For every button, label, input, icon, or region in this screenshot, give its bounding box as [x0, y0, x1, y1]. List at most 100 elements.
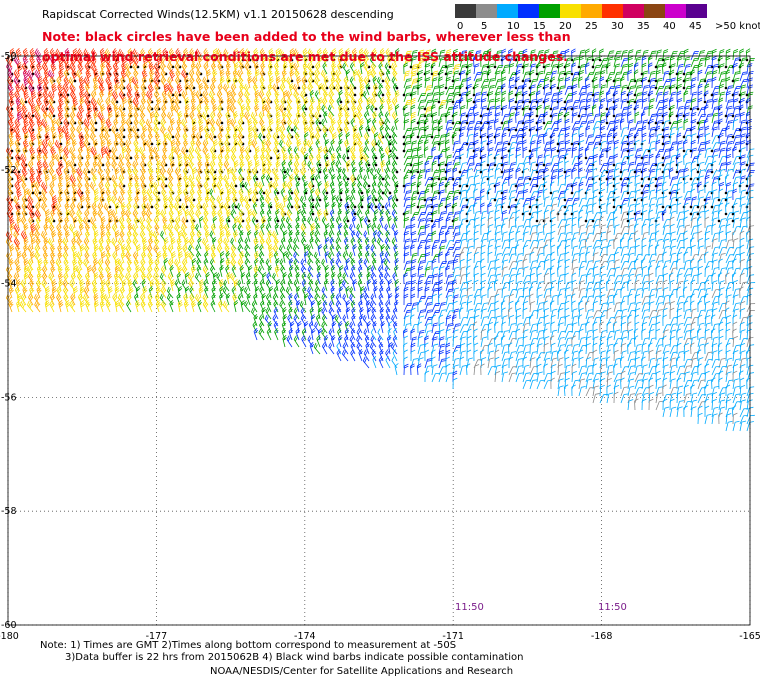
wind-barb: [585, 98, 592, 111]
wind-barb: [649, 50, 657, 62]
wind-barb: [613, 133, 618, 144]
wind-barb: [537, 126, 542, 137]
wind-barb: [288, 69, 296, 82]
wind-barb: [472, 77, 481, 90]
wind-barb: [338, 111, 345, 123]
wind-barb: [675, 63, 683, 76]
wind-barb: [144, 91, 156, 104]
wind-barb: [182, 139, 192, 152]
wind-barb: [26, 112, 36, 123]
wind-barb: [99, 118, 107, 131]
wind-barb: [565, 140, 570, 151]
wind-barb: [112, 69, 122, 82]
wind-barb: [28, 146, 37, 159]
wind-barb: [146, 132, 156, 145]
wind-barb: [258, 76, 268, 89]
wind-barb: [684, 49, 688, 60]
wind-barb: [104, 118, 114, 131]
wind-barb: [250, 112, 260, 123]
wind-barb: [705, 140, 710, 151]
wind-barb: [563, 91, 573, 104]
wind-barb: [633, 70, 639, 83]
wind-barb: [14, 118, 23, 130]
wind-barb: [177, 111, 184, 123]
wind-barb: [267, 69, 274, 81]
wind-barb: [151, 77, 163, 90]
wind-barb: [121, 97, 128, 110]
wind-barb: [733, 113, 740, 125]
wind-barb: [307, 104, 317, 117]
wind-barb: [183, 76, 192, 89]
wind-barb: [13, 139, 23, 152]
wind-barb: [578, 133, 584, 146]
wind-barb: [327, 105, 337, 116]
wind-barb: [691, 57, 699, 69]
wind-barb: [224, 69, 233, 82]
wind-barb: [649, 91, 653, 102]
wind-barb: [431, 126, 438, 139]
wind-barb: [166, 77, 176, 88]
wind-barb: [536, 105, 542, 118]
wind-barb: [418, 84, 422, 95]
wind-barb: [201, 91, 211, 102]
wind-barb: [600, 84, 606, 96]
wind-barb: [424, 147, 429, 158]
wind-barb: [63, 97, 72, 110]
wind-barb: [274, 76, 282, 89]
wind-barb: [635, 120, 642, 132]
wind-barb: [661, 119, 670, 132]
wind-barb: [88, 119, 100, 132]
wind-barb: [614, 140, 619, 151]
wind-barb: [432, 112, 437, 123]
wind-barb: [224, 139, 233, 151]
wind-barb: [656, 133, 662, 145]
wind-barb: [195, 104, 205, 117]
wind-barb: [459, 98, 464, 109]
wind-barb: [364, 139, 372, 151]
wind-barb: [390, 77, 401, 90]
wind-barb: [231, 132, 240, 145]
wind-barb: [591, 70, 600, 83]
wind-barb: [633, 91, 642, 104]
wind-barb: [509, 98, 514, 109]
wind-map: -50-52-54-56-58-60 -180-177-174-171-168-…: [0, 0, 760, 688]
wind-barb: [668, 126, 676, 139]
wind-barb: [514, 77, 520, 90]
wind-barb: [378, 146, 386, 158]
wind-barb: [315, 139, 324, 151]
wind-barb: [670, 84, 675, 95]
wind-barb: [7, 90, 16, 103]
wind-barb: [44, 132, 50, 144]
wind-barb: [537, 140, 541, 151]
wind-barb: [68, 77, 78, 88]
wind-barb: [353, 139, 359, 151]
wind-barb: [691, 70, 695, 81]
wind-barb: [240, 104, 246, 116]
wind-barb: [208, 91, 218, 102]
wind-barb: [473, 105, 478, 116]
wind-barb: [212, 69, 219, 81]
wind-barb: [621, 71, 629, 83]
wind-barb: [409, 84, 418, 97]
wind-barb: [278, 105, 288, 116]
wind-barb: [117, 83, 128, 96]
wind-barb: [739, 91, 746, 104]
wind-barb: [365, 118, 373, 131]
wind-barb: [705, 113, 712, 125]
wind-barb: [205, 69, 212, 82]
wind-barb: [710, 140, 720, 153]
wind-barb: [600, 140, 606, 152]
wind-barb: [318, 97, 324, 109]
wind-barb: [15, 83, 23, 95]
wind-barb: [78, 104, 86, 116]
wind-barb: [647, 140, 655, 153]
wind-barb: [731, 70, 740, 83]
wind-barb: [682, 70, 691, 83]
wind-barb: [63, 118, 72, 130]
wind-barb: [358, 83, 366, 96]
wind-barb: [294, 69, 303, 81]
wind-barb: [486, 84, 494, 97]
wind-barb: [328, 147, 338, 158]
wind-barb: [57, 132, 65, 145]
wind-barb: [51, 118, 58, 130]
